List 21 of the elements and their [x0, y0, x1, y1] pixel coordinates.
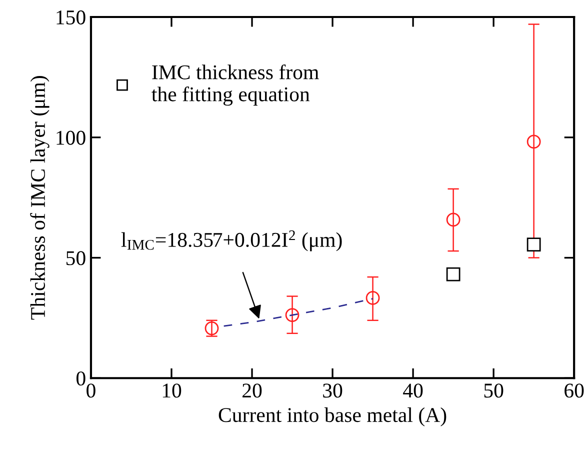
x-tick-label: 0 [86, 384, 96, 398]
x-tick-label: 40 [403, 384, 423, 398]
point [526, 134, 541, 149]
y-tick-label: 0 [76, 371, 86, 386]
point [446, 212, 460, 227]
legend-label: IMC thickness from the fitting equation [152, 64, 319, 106]
y-tick-label: 150 [56, 10, 86, 24]
y-tick-label: 100 [56, 130, 86, 145]
x-tick-label: 60 [564, 384, 584, 398]
point [285, 308, 300, 322]
annotation: l$_{IMC}$=18.357+0.012I$^{2}$ (μm) [121, 230, 342, 252]
x-tick-label: 20 [242, 384, 262, 398]
y-tick-label: 50 [66, 251, 86, 266]
x-tick-label: 30 [323, 384, 342, 398]
point [526, 238, 541, 252]
x-tick-label: 50 [484, 384, 504, 398]
x-tick-label: 10 [162, 384, 182, 398]
point [366, 291, 380, 305]
y-axis-title: Thickness of IMC layer (μm) [30, 76, 50, 320]
x-axis-title: Current into base metal (A) [218, 407, 446, 426]
point [446, 267, 460, 282]
